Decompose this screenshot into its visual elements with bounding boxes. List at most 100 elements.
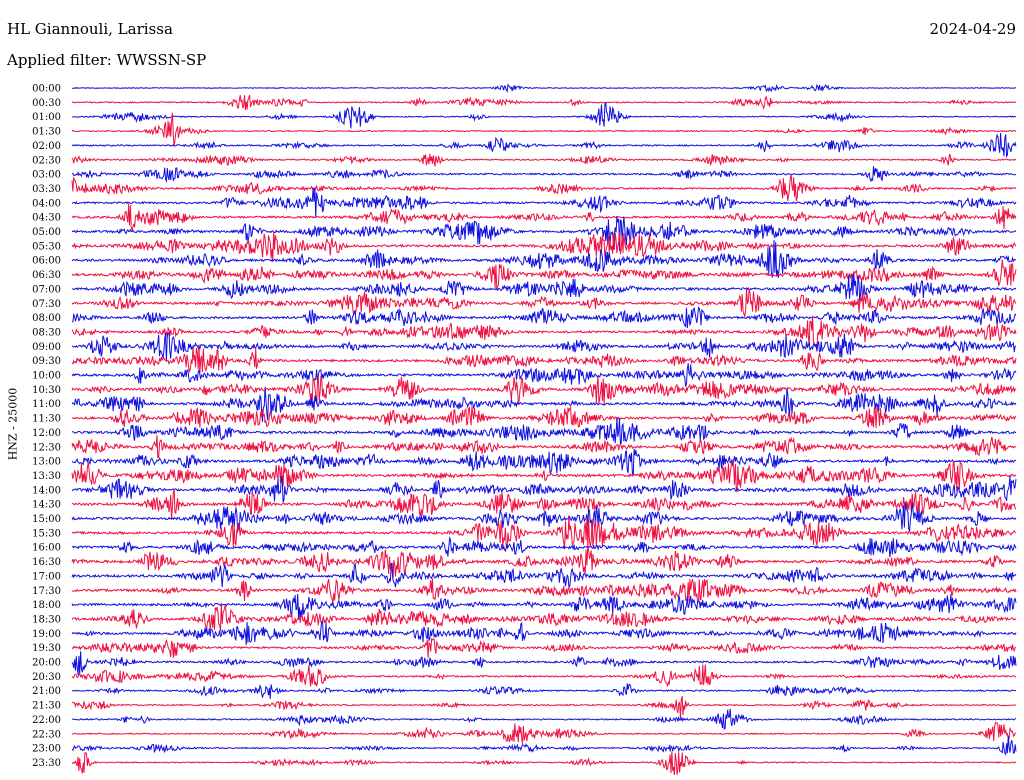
seismic-trace <box>71 174 1017 201</box>
time-tick-label: 22:30 <box>32 729 61 740</box>
seismic-trace <box>71 664 1017 688</box>
time-tick-label: 15:30 <box>32 528 61 539</box>
time-tick-label: 19:30 <box>32 643 61 654</box>
seismic-trace <box>71 604 1017 631</box>
seismic-trace <box>71 735 1017 756</box>
seismic-trace <box>71 216 1017 251</box>
seismic-trace <box>72 708 1017 730</box>
seismic-trace <box>71 375 1017 406</box>
seismic-trace <box>71 562 1017 588</box>
filter-label: Applied filter: WWSSN-SP <box>7 51 207 69</box>
time-tick-label: 16:00 <box>32 543 61 554</box>
time-tick-label: 22:00 <box>32 715 61 726</box>
time-tick-label: 23:30 <box>32 758 61 769</box>
seismic-trace <box>71 637 1017 658</box>
time-tick-label: 18:30 <box>32 614 61 625</box>
seismic-trace <box>71 94 1017 111</box>
time-tick-label: 07:30 <box>32 299 61 310</box>
seismic-trace <box>71 536 1017 558</box>
time-tick-label: 14:30 <box>32 500 61 511</box>
time-tick-label: 03:00 <box>32 170 61 181</box>
seismic-trace <box>71 166 1017 183</box>
time-tick-label: 06:30 <box>32 270 61 281</box>
time-tick-label: 12:30 <box>32 442 61 453</box>
seismic-trace <box>71 132 1017 159</box>
seismic-trace <box>71 259 1017 290</box>
seismic-trace <box>71 435 1017 459</box>
seismic-trace <box>71 101 1017 129</box>
seismic-trace <box>71 315 1017 349</box>
seismic-trace <box>71 502 1017 532</box>
time-tick-label: 14:00 <box>32 485 61 496</box>
time-tick-label: 18:00 <box>32 600 61 611</box>
seismic-trace <box>71 545 1017 580</box>
seismic-trace <box>71 620 1017 645</box>
time-tick-label: 17:00 <box>32 571 61 582</box>
seismic-trace <box>71 153 1016 167</box>
seismic-trace <box>71 515 1017 550</box>
time-tick-label: 19:00 <box>32 629 61 640</box>
time-tick-label: 05:30 <box>32 241 61 252</box>
seismic-trace <box>71 448 1017 477</box>
seismic-trace <box>71 239 1017 278</box>
time-tick-label: 09:30 <box>32 356 61 367</box>
seismic-trace <box>71 187 1017 218</box>
time-tick-label: 21:30 <box>32 701 61 712</box>
seismic-trace <box>71 331 1017 362</box>
time-tick-label: 00:30 <box>32 98 61 109</box>
time-tick-label: 04:30 <box>32 213 61 224</box>
seismic-trace <box>71 204 1017 233</box>
time-tick-label: 02:00 <box>32 141 61 152</box>
time-tick-label: 13:00 <box>32 457 61 468</box>
time-tick-label: 09:00 <box>32 342 61 353</box>
seismic-trace <box>71 488 1017 520</box>
time-tick-label: 21:00 <box>32 686 61 697</box>
time-tick-label: 13:30 <box>32 471 61 482</box>
seismic-trace <box>71 751 1017 776</box>
seismic-trace <box>71 83 1017 93</box>
seismic-trace <box>71 683 1017 699</box>
seismic-trace <box>71 593 1017 620</box>
station-title: HL Giannouli, Larissa <box>7 20 173 38</box>
seismic-trace <box>71 288 1017 319</box>
time-tick-label: 17:30 <box>32 586 61 597</box>
time-tick-label: 01:30 <box>32 127 61 138</box>
time-tick-label: 08:00 <box>32 313 61 324</box>
time-tick-label: 10:30 <box>32 385 61 396</box>
seismic-trace <box>71 417 1017 445</box>
seismic-trace <box>71 273 1017 305</box>
seismic-trace <box>71 363 1017 387</box>
seismic-trace <box>71 345 1017 374</box>
seismic-trace <box>71 696 1017 719</box>
time-tick-label: 11:00 <box>32 399 61 410</box>
time-tick-label: 03:30 <box>32 184 61 195</box>
seismic-trace <box>71 721 1017 744</box>
seismic-trace <box>71 231 1017 261</box>
seismic-trace <box>71 306 1017 329</box>
seismic-trace <box>71 578 1017 605</box>
time-tick-label: 16:30 <box>32 557 61 568</box>
time-tick-label: 20:00 <box>32 658 61 669</box>
seismic-trace <box>71 475 1017 503</box>
time-tick-label: 05:00 <box>32 227 61 238</box>
time-tick-label: 00:00 <box>32 84 61 95</box>
seismic-trace <box>71 386 1017 422</box>
seismic-trace <box>71 112 1017 147</box>
time-tick-label: 23:00 <box>32 744 61 755</box>
time-tick-label: 11:30 <box>32 414 61 425</box>
time-tick-label: 12:00 <box>32 428 61 439</box>
time-tick-label: 02:30 <box>32 155 61 166</box>
seismic-trace <box>71 651 1017 675</box>
seismic-trace <box>71 405 1017 429</box>
time-tick-label: 07:00 <box>32 284 61 295</box>
date-label: 2024-04-29 <box>929 20 1016 38</box>
seismic-trace <box>71 460 1017 493</box>
time-tick-label: 15:00 <box>32 514 61 525</box>
time-tick-label: 06:00 <box>32 256 61 267</box>
time-tick-label: 01:00 <box>32 112 61 123</box>
time-tick-label: 04:00 <box>32 198 61 209</box>
time-tick-label: 10:00 <box>32 371 61 382</box>
time-tick-label: 08:30 <box>32 327 61 338</box>
time-tick-label: 20:30 <box>32 672 61 683</box>
